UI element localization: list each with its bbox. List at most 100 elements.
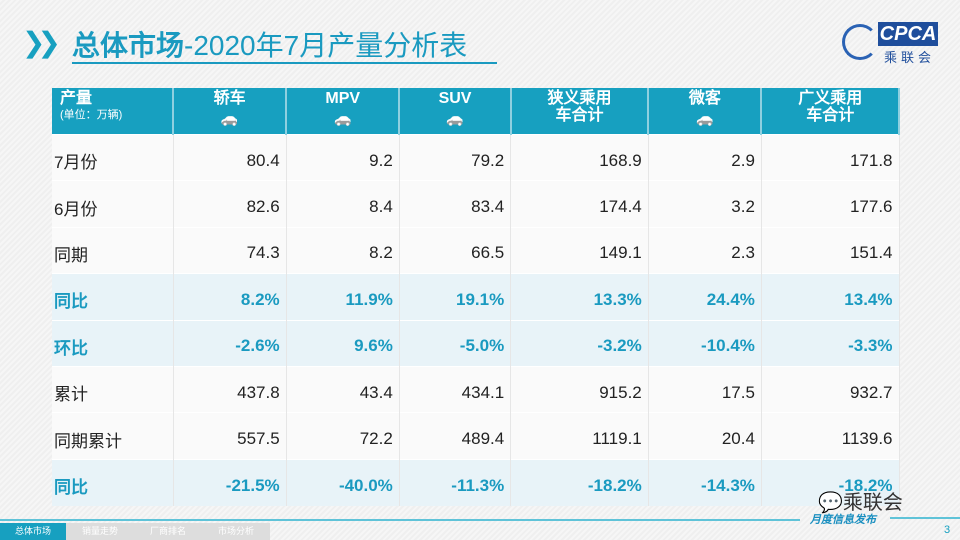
- header-label: 狭义乘用车合计: [547, 90, 612, 124]
- cell-value: 1119.1: [510, 412, 649, 460]
- cell-value: -14.3%: [648, 458, 762, 506]
- row-label: 同期: [52, 226, 174, 274]
- title-bold: 总体市场: [72, 30, 185, 61]
- cell-value: 174.4: [510, 180, 649, 228]
- header-label: 微客: [688, 90, 721, 107]
- table-row: 同期 74.3 8.2 66.5 149.1 2.3 151.4: [52, 226, 900, 274]
- cell-value: -3.2%: [510, 319, 649, 367]
- cell-value: 20.4: [648, 412, 762, 460]
- cell-value: 9.6%: [286, 319, 400, 367]
- logo-text: CPCA: [878, 22, 938, 46]
- row-label: 7月份: [52, 133, 174, 181]
- cell-value: -18.2%: [761, 458, 900, 506]
- table-row: 累计 437.8 43.4 434.1 915.2 17.5 932.7: [52, 365, 900, 413]
- cell-value: 177.6: [761, 180, 900, 228]
- header-label: MPV: [325, 90, 361, 107]
- column-header: 产量 (单位：万辆): [52, 88, 174, 135]
- cell-value: 66.5: [399, 226, 512, 274]
- header-label: 轿车: [213, 90, 246, 107]
- footer-nav: 总体市场 销量走势 厂商排名 市场分析: [0, 523, 270, 540]
- nav-tab-sales-trend[interactable]: 销量走势: [66, 523, 134, 540]
- logo-sub: 乘联会: [884, 50, 936, 65]
- cell-value: 43.4: [286, 365, 400, 413]
- mpv-icon: 🚗: [334, 110, 352, 126]
- nav-tab-overall[interactable]: 总体市场: [0, 523, 66, 540]
- header-label: SUV: [438, 90, 472, 107]
- column-header: 广义乘用车合计: [761, 88, 900, 135]
- cell-value: 74.3: [173, 226, 287, 274]
- cell-value: 13.3%: [510, 273, 649, 321]
- nav-tab-market-analysis[interactable]: 市场分析: [202, 523, 270, 540]
- monthly-release-label: 月度信息发布: [810, 514, 876, 526]
- footer-line-right: [890, 517, 960, 519]
- table-row: 7月份 80.4 9.2 79.2 168.9 2.9 171.8: [52, 133, 900, 181]
- cell-value: -40.0%: [286, 458, 400, 506]
- wechat-watermark: 💬乘联会: [818, 486, 903, 515]
- cell-value: 24.4%: [648, 273, 762, 321]
- row-label: 同比: [52, 458, 174, 506]
- cell-value: 932.7: [761, 365, 900, 413]
- header-label: 广义乘用车合计: [798, 90, 863, 124]
- cell-value: -2.6%: [173, 319, 287, 367]
- cell-value: 3.2: [648, 180, 762, 228]
- cell-value: 13.4%: [761, 273, 900, 321]
- nav-tab-manufacturer-ranking[interactable]: 厂商排名: [134, 523, 202, 540]
- sedan-icon: 🚗: [220, 110, 239, 126]
- cell-value: 8.2: [286, 226, 400, 274]
- cell-value: -18.2%: [510, 458, 649, 506]
- column-header: SUV 🚗: [399, 88, 512, 135]
- table-row: 环比 -2.6% 9.6% -5.0% -3.2% -10.4% -3.3%: [52, 319, 900, 367]
- cell-value: 915.2: [510, 365, 649, 413]
- watermark-text: 乘联会: [842, 492, 903, 514]
- column-header: 狭义乘用车合计: [510, 88, 650, 135]
- title-underline: [72, 62, 497, 64]
- cell-value: -5.0%: [399, 319, 512, 367]
- cell-value: 9.2: [286, 133, 400, 181]
- cell-value: 168.9: [510, 133, 649, 181]
- table-row: 同比 8.2% 11.9% 19.1% 13.3% 24.4% 13.4%: [52, 273, 900, 321]
- cell-value: 8.2%: [173, 273, 287, 321]
- cell-value: 437.8: [173, 365, 287, 413]
- header-label: 产量: [60, 90, 93, 107]
- cell-value: -10.4%: [648, 319, 762, 367]
- row-label: 同比: [52, 273, 174, 321]
- cell-value: 2.9: [648, 133, 762, 181]
- table-row: 同比 -21.5% -40.0% -11.3% -18.2% -14.3% -18.2%: [52, 458, 900, 506]
- title-rest: -2020年7月产量分析表: [184, 30, 468, 61]
- row-label: 环比: [52, 319, 174, 367]
- table-row: 同期累计 557.5 72.2 489.4 1119.1 20.4 1139.6: [52, 412, 900, 460]
- column-header: MPV 🚗: [286, 88, 401, 135]
- cell-value: 557.5: [173, 412, 287, 460]
- row-label: 6月份: [52, 180, 174, 228]
- suv-icon: 🚗: [446, 110, 464, 126]
- cell-value: 489.4: [399, 412, 512, 460]
- cell-value: 149.1: [510, 226, 649, 274]
- cell-value: 19.1%: [399, 273, 512, 321]
- cell-value: 151.4: [761, 226, 900, 274]
- cell-value: 72.2: [286, 412, 400, 460]
- footer-line: [0, 519, 800, 521]
- unit-label: (单位：万辆): [60, 109, 123, 121]
- cell-value: 79.2: [399, 133, 512, 181]
- page-title: 总体市场-2020年7月产量分析表: [72, 24, 467, 64]
- cell-value: -21.5%: [173, 458, 287, 506]
- row-label: 同期累计: [52, 412, 174, 460]
- cell-value: 83.4: [399, 180, 512, 228]
- table-row: 6月份 82.6 8.4 83.4 174.4 3.2 177.6: [52, 180, 900, 228]
- cell-value: 2.3: [648, 226, 762, 274]
- cell-value: -3.3%: [761, 319, 900, 367]
- cell-value: 11.9%: [286, 273, 400, 321]
- production-table: 产量 (单位：万辆) 轿车 🚗 MPV 🚗 SUV 🚗 狭义乘用车合计 微客 🚗 广义乘用车合计 7月…: [52, 88, 900, 506]
- wechat-icon: 💬: [818, 492, 843, 514]
- cpca-logo: CPCA 乘联会: [838, 20, 938, 65]
- cell-value: 17.5: [648, 365, 762, 413]
- logo-emblem-icon: [842, 24, 878, 60]
- cell-value: 1139.6: [761, 412, 900, 460]
- column-header: 微客 🚗: [648, 88, 763, 135]
- row-label: 累计: [52, 365, 174, 413]
- cell-value: -11.3%: [399, 458, 512, 506]
- chevron-icon: ❯❯: [22, 27, 61, 58]
- minivan-icon: 🚗: [696, 110, 714, 126]
- page-number: 3: [944, 524, 951, 536]
- cell-value: 171.8: [761, 133, 900, 181]
